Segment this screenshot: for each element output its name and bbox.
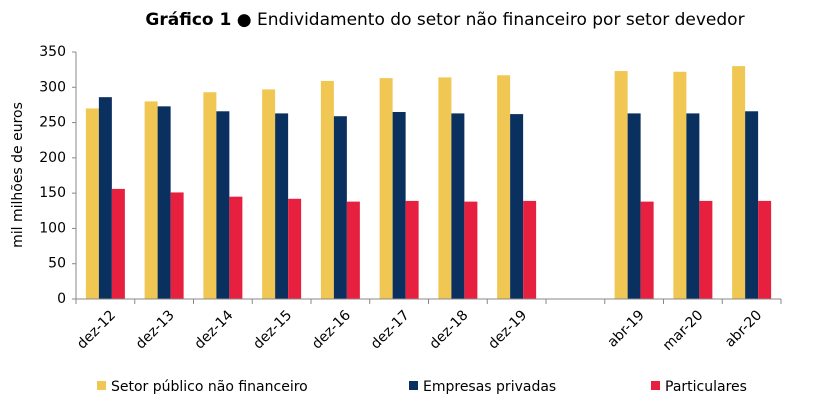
- legend-swatch: [409, 381, 418, 390]
- legend-label: Empresas privadas: [423, 379, 556, 395]
- bar: [216, 111, 230, 299]
- bar: [333, 116, 347, 299]
- bar: [758, 200, 772, 299]
- x-tick-label: abr-20: [722, 307, 765, 350]
- x-tick-label: mar-20: [660, 307, 707, 354]
- x-tick-label: dez-13: [133, 307, 178, 352]
- bar: [510, 114, 524, 299]
- legend-label: Particulares: [665, 379, 747, 395]
- bar: [640, 201, 654, 299]
- legend-label: Setor público não financeiro: [111, 379, 308, 395]
- x-tick-label: dez-18: [426, 307, 471, 352]
- bar: [98, 97, 112, 299]
- bar: [275, 113, 289, 299]
- y-tick-label: 150: [39, 185, 66, 201]
- bar: [523, 200, 537, 299]
- bar: [673, 71, 687, 299]
- x-tick-label: dez-15: [250, 307, 295, 352]
- x-tick-label: dez-14: [191, 307, 236, 352]
- y-tick-label: 50: [48, 256, 66, 272]
- bar: [392, 111, 406, 299]
- y-tick-label: 100: [39, 220, 66, 236]
- bar: [745, 111, 759, 299]
- bar: [699, 200, 713, 299]
- x-tick-label: dez-12: [74, 307, 119, 352]
- x-tick-label: dez-19: [485, 307, 530, 352]
- bar: [229, 196, 243, 299]
- legend-swatch: [651, 381, 660, 390]
- bar: [614, 71, 628, 299]
- bar: [262, 89, 276, 299]
- bar: [497, 75, 511, 299]
- title-label: Gráfico 1: [145, 10, 231, 30]
- x-tick-label: abr-19: [605, 307, 648, 350]
- y-tick-label: 350: [39, 44, 66, 60]
- bar: [627, 113, 641, 299]
- bar: [686, 113, 700, 299]
- x-tick-label: dez-17: [368, 307, 413, 352]
- bar: [438, 77, 452, 299]
- bar: [346, 201, 360, 299]
- chart-title: Gráfico 1 ● Endividamento do setor não f…: [145, 10, 744, 30]
- y-tick-label: 0: [57, 291, 66, 307]
- y-axis-label: mil milhões de euros: [10, 102, 26, 248]
- bar: [379, 78, 393, 300]
- bar: [405, 200, 419, 299]
- bar: [144, 101, 158, 300]
- y-tick-label: 200: [39, 150, 66, 166]
- bar: [732, 66, 746, 299]
- bar: [288, 198, 302, 299]
- bar: [111, 188, 125, 299]
- y-tick-label: 300: [39, 79, 66, 95]
- bar: [451, 113, 465, 299]
- y-tick-label: 250: [39, 115, 66, 131]
- legend-swatch: [97, 381, 106, 390]
- bar: [85, 108, 99, 299]
- bar: [464, 201, 478, 299]
- x-tick-label: dez-16: [309, 307, 354, 352]
- bar: [203, 92, 217, 300]
- bar: [157, 106, 171, 299]
- bar: [170, 192, 184, 299]
- bar: [320, 80, 334, 299]
- title-text: ● Endividamento do setor não financeiro …: [237, 10, 745, 30]
